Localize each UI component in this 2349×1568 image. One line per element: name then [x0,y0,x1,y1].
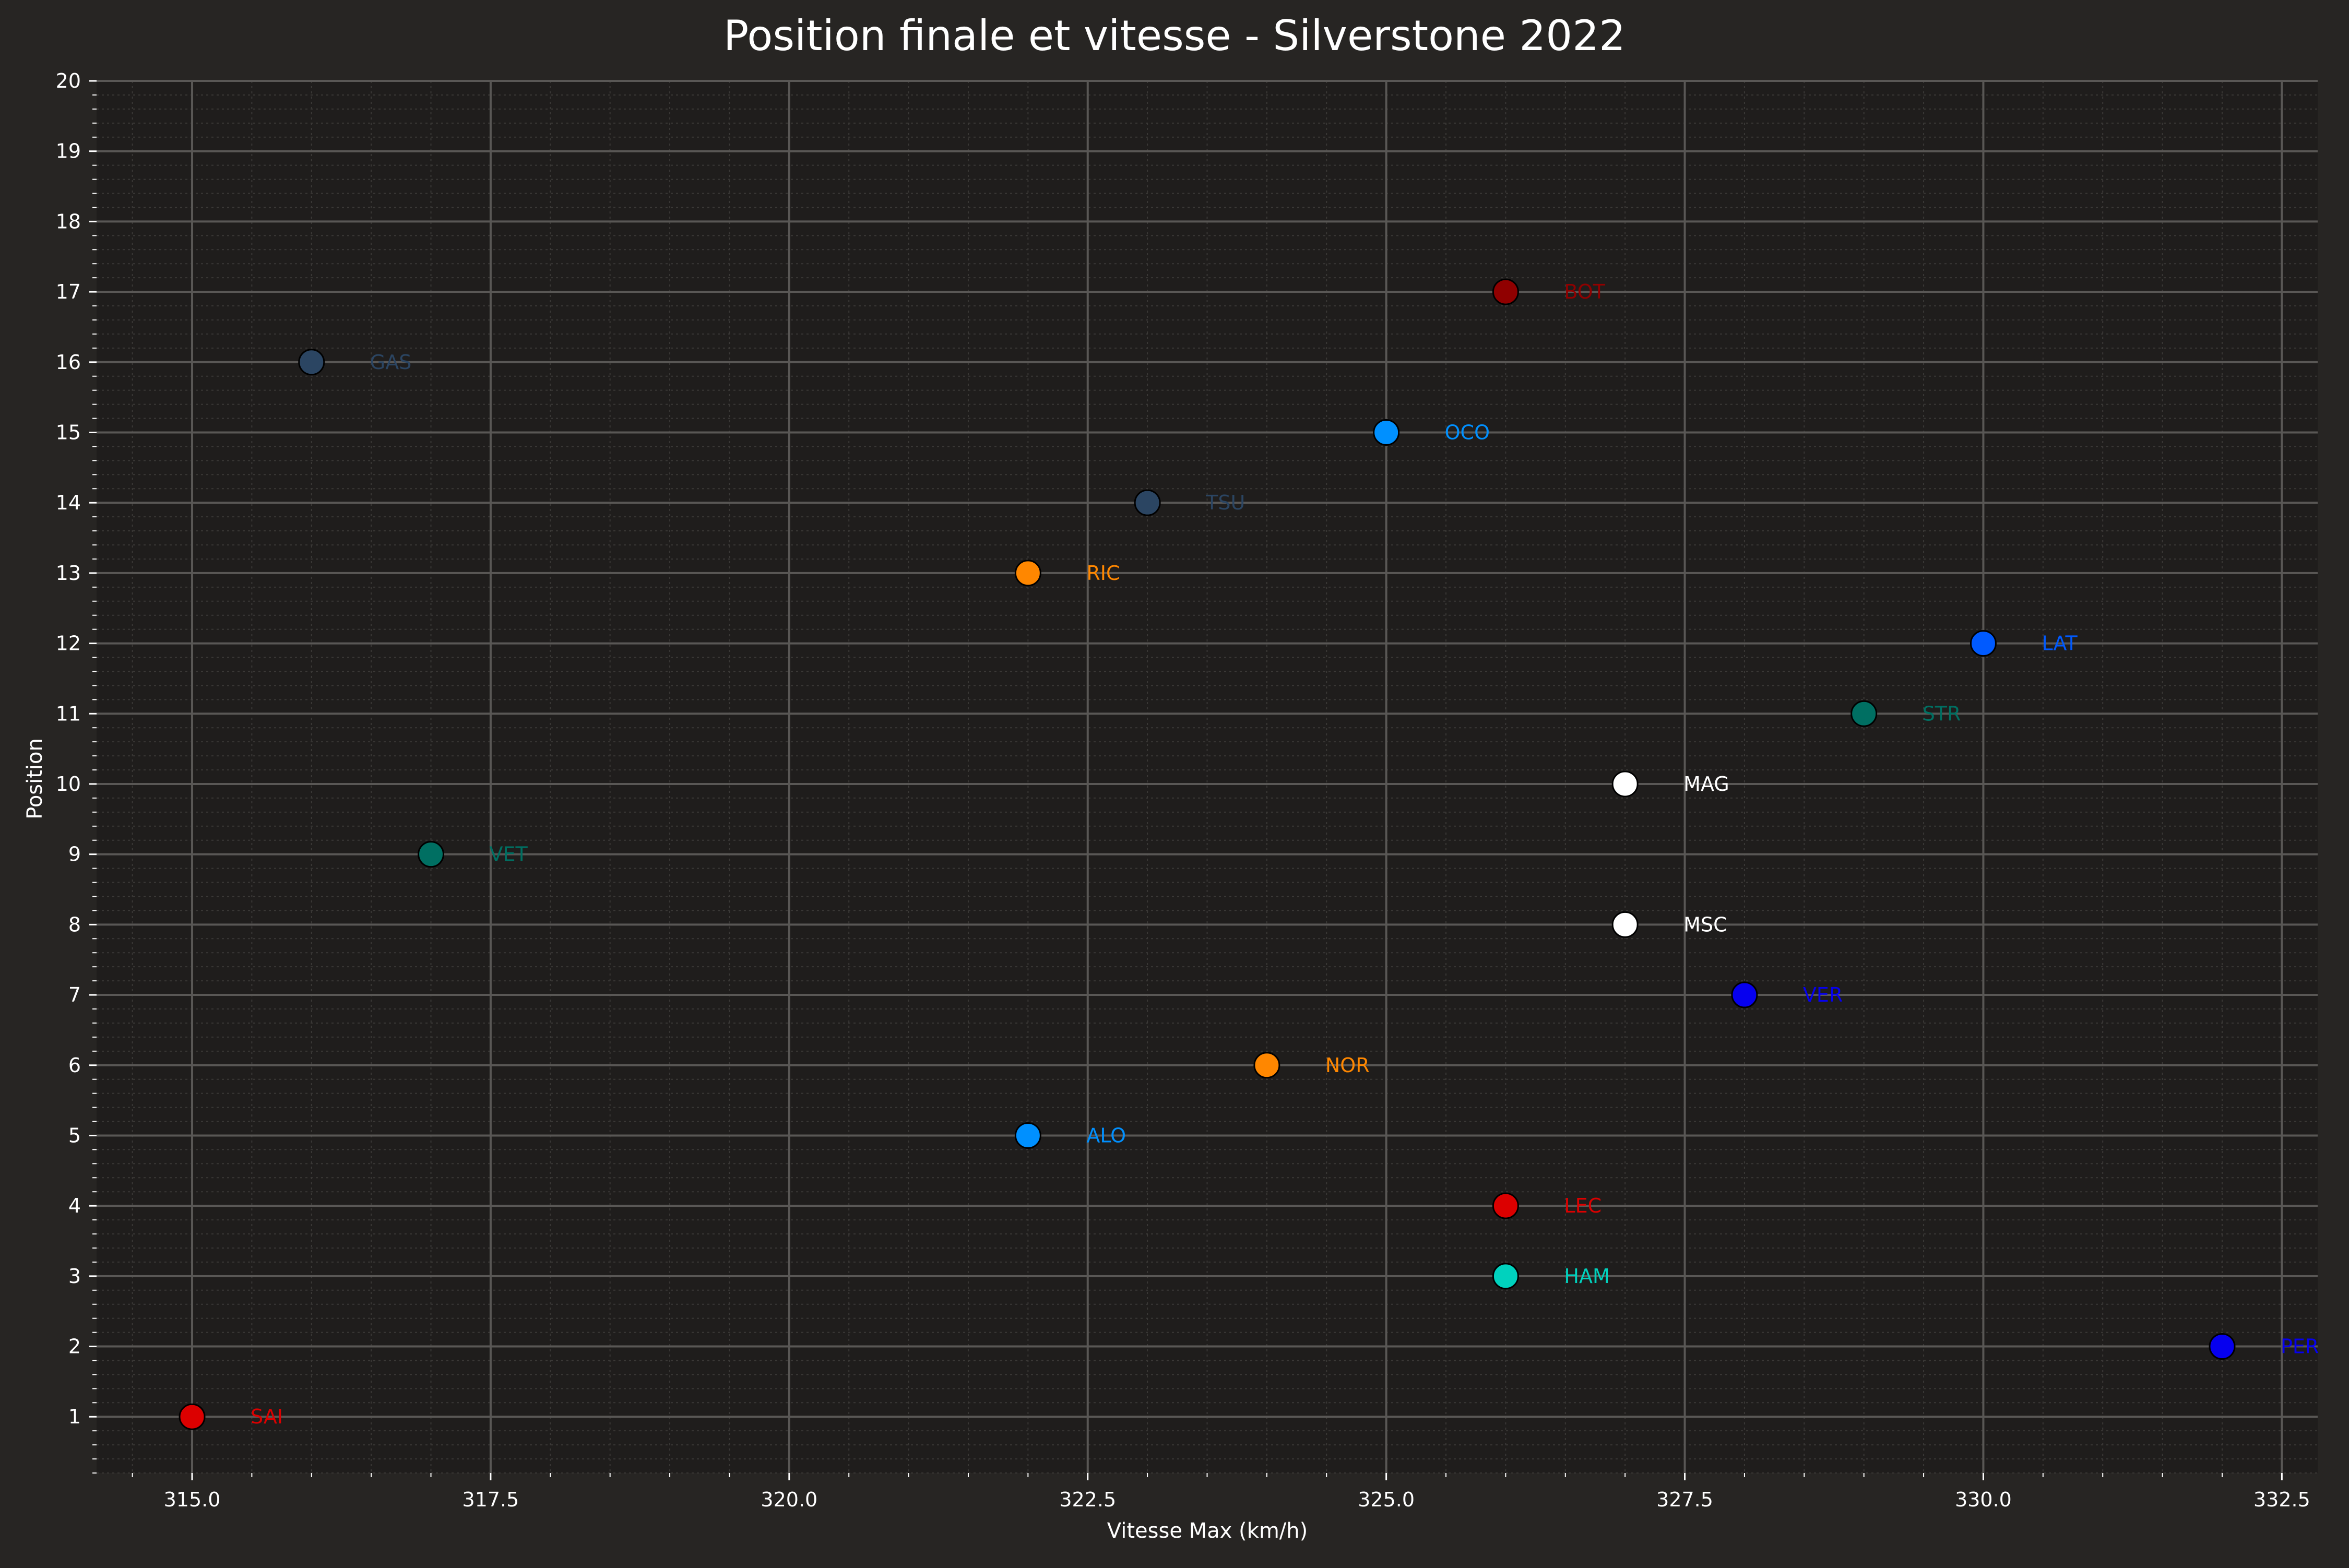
data-point-ver [1731,981,1758,1008]
y-tick-label: 1 [68,1405,81,1428]
x-tick-label: 325.0 [1358,1488,1415,1511]
x-tick-label: 330.0 [1955,1488,2012,1511]
point-label-tsu: TSU [1205,491,1245,514]
y-tick-label: 4 [68,1194,81,1217]
data-point-alo [1014,1122,1041,1149]
point-label-mag: MAG [1683,773,1729,795]
major-grid [97,80,2318,1473]
chart-title: Position finale et vitesse - Silverstone… [723,11,1626,60]
data-points: SAI PER HAM LEC ALO NOR VER MSC VET MAG STR LAT RIC T… [179,278,2319,1430]
data-point-oco [1373,419,1400,446]
point-label-nor: NOR [1325,1054,1370,1077]
y-axis-label: Position [23,738,47,819]
data-point-gas [298,349,325,376]
point-label-lat: LAT [2042,632,2078,655]
point-label-bot: BOT [1564,280,1605,303]
data-point-str [1850,700,1878,727]
point-label-ric: RIC [1086,562,1120,585]
data-point-vet [418,841,445,868]
y-tick-label: 11 [56,702,81,725]
point-label-msc: MSC [1683,913,1727,936]
data-point-msc [1611,911,1639,938]
data-point-bot [1492,278,1519,305]
y-tick-label: 2 [68,1335,81,1358]
data-point-nor [1253,1052,1280,1079]
x-tick-label: 317.5 [462,1488,519,1511]
x-axis-ticks: 315.0 317.5 320.0 322.5 325.0 327.5 330.0 332.5 [132,1473,2310,1511]
y-tick-label: 6 [68,1054,81,1077]
y-tick-label: 18 [56,210,81,233]
x-tick-label: 332.5 [2253,1488,2310,1511]
point-label-per: PER [2281,1335,2319,1358]
point-label-lec: LEC [1564,1194,1601,1217]
data-point-lat [1970,630,1997,657]
point-label-vet: VET [490,843,528,866]
y-tick-label: 16 [56,351,81,374]
point-label-oco: OCO [1445,421,1490,444]
point-label-sai: SAI [251,1405,283,1428]
x-tick-label: 327.5 [1656,1488,1713,1511]
y-tick-label: 13 [56,562,81,585]
y-tick-label: 15 [56,421,81,444]
y-tick-label: 12 [56,632,81,655]
x-tick-label: 322.5 [1059,1488,1116,1511]
x-tick-label: 320.0 [761,1488,817,1511]
y-tick-label: 10 [56,773,81,795]
y-tick-label: 14 [56,491,81,514]
y-tick-label: 9 [68,843,81,866]
y-tick-label: 7 [68,983,81,1006]
data-point-mag [1611,770,1639,798]
data-point-ham [1492,1263,1519,1290]
point-label-ham: HAM [1564,1265,1609,1288]
y-tick-label: 17 [56,280,81,303]
point-label-alo: ALO [1086,1124,1126,1147]
y-tick-label: 5 [68,1124,81,1147]
y-tick-label: 20 [56,69,81,92]
point-label-str: STR [1923,702,1961,725]
x-axis-label: Vitesse Max (km/h) [1107,1519,1308,1543]
data-point-tsu [1134,489,1161,516]
data-point-ric [1014,560,1041,587]
y-tick-label: 8 [68,913,81,936]
y-tick-label: 19 [56,140,81,163]
data-point-per [2209,1333,2236,1360]
y-tick-label: 3 [68,1265,81,1288]
point-label-ver: VER [1803,983,1843,1006]
x-tick-label: 315.0 [164,1488,221,1511]
data-point-lec [1492,1192,1519,1219]
point-label-gas: GAS [370,351,412,374]
data-point-sai [179,1403,206,1430]
